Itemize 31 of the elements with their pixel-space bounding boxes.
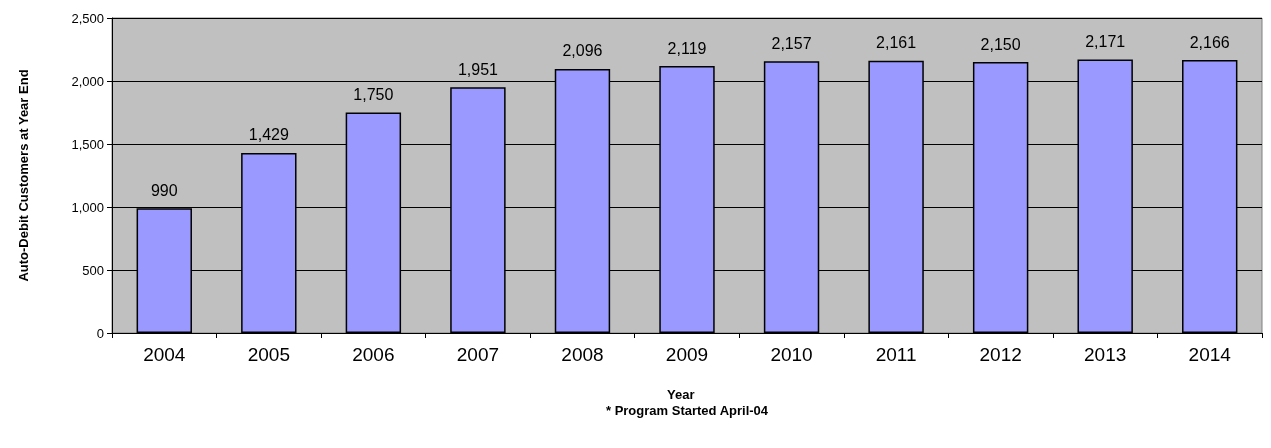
x-tick-label: 2005	[247, 344, 290, 365]
y-tick-label: 500	[82, 262, 104, 278]
data-label: 990	[150, 181, 178, 199]
y-tick-label: 2,000	[71, 73, 104, 89]
x-tick-label: 2011	[875, 344, 917, 365]
x-tick-label: 2007	[456, 344, 500, 365]
data-label: 1,951	[457, 60, 499, 78]
x-tick-label: 2012	[979, 344, 1022, 365]
x-tick-label: 2006	[352, 344, 395, 365]
y-tick-label: 1,500	[71, 136, 104, 152]
y-tick-label: 0	[96, 325, 104, 341]
data-label: 2,161	[876, 34, 917, 52]
data-label: 2,166	[1189, 33, 1230, 51]
data-label: 2,157	[771, 34, 812, 52]
data-label: 2,150	[980, 35, 1021, 53]
data-label: 1,429	[248, 126, 289, 144]
data-label: 2,119	[667, 39, 707, 57]
x-tick-label: 2010	[770, 344, 813, 365]
y-tick-label: 1,000	[71, 199, 104, 215]
data-label: 1,750	[353, 86, 394, 103]
data-label: 2,171	[1085, 32, 1126, 50]
x-tick-label: 2008	[561, 344, 604, 365]
data-label: 2,096	[562, 42, 603, 60]
x-tick-label: 2009	[665, 344, 709, 365]
text: * Program Started April-04	[605, 403, 769, 418]
x-tick-label: 2004	[143, 344, 186, 365]
y-axis-title: Auto-Debit Customers at Year End	[16, 69, 31, 282]
x-tick-label: 2013	[1084, 344, 1127, 365]
y-tick-label: 2,500	[71, 10, 104, 26]
x-axis-title: Year	[667, 387, 695, 402]
x-tick-label: 2014	[1188, 344, 1232, 365]
